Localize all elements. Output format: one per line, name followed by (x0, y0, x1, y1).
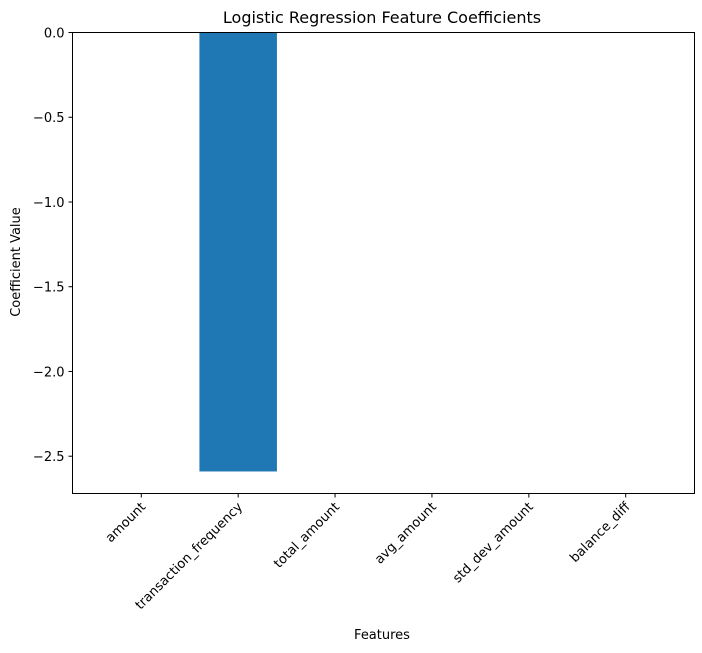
x-tick-label-amount: amount (103, 500, 149, 546)
y-tick-label: −2.0 (33, 365, 65, 380)
chart-title: Logistic Regression Feature Coefficients (223, 8, 541, 27)
y-tick-label: 0.0 (44, 27, 65, 42)
y-tick-label: −0.5 (33, 111, 65, 126)
y-axis: 0.0 −0.5 −1.0 −1.5 −2.0 −2.5 (33, 27, 73, 465)
x-tick-label-transaction_frequency: transaction_frequency (133, 500, 246, 613)
bar-transaction_frequency (199, 32, 277, 472)
plot-frame (72, 32, 695, 494)
x-tick-label-std_dev_amount: std_dev_amount (450, 500, 536, 586)
y-tick-label: −1.5 (33, 281, 65, 296)
x-tick-label-balance_diff: balance_diff (567, 499, 634, 566)
x-tick-label-avg_amount: avg_amount (372, 500, 440, 568)
y-tick-label: −1.0 (33, 196, 65, 211)
bars-group (199, 32, 277, 472)
x-axis-label: Features (354, 628, 410, 643)
y-tick-label: −2.5 (33, 450, 65, 465)
x-tick-label-total_amount: total_amount (271, 500, 343, 572)
y-axis-label: Coefficient Value (9, 207, 24, 317)
